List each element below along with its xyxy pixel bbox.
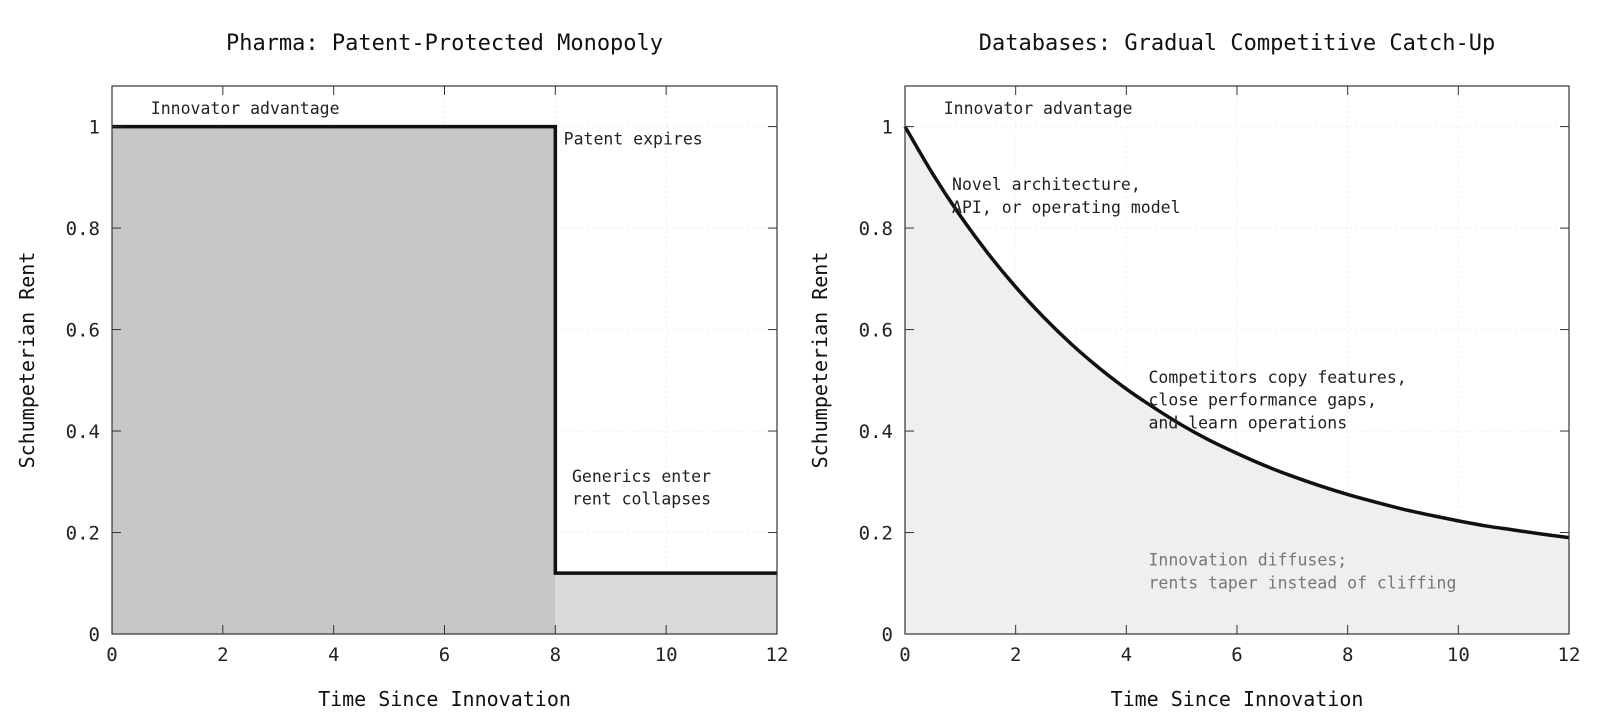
y-tick-label: 0.8 xyxy=(66,218,100,240)
x-axis-label: Time Since Innovation xyxy=(1111,687,1364,711)
annotation-text: rent collapses xyxy=(572,490,711,509)
annotation-text: rents taper instead of cliffing xyxy=(1148,573,1456,592)
y-tick-label: 0.6 xyxy=(66,320,100,342)
x-tick-label: 6 xyxy=(439,644,450,666)
annotation-text: Patent expires xyxy=(564,129,703,148)
annotation-text: API, or operating model xyxy=(952,198,1180,217)
annotation-text: Innovator advantage xyxy=(151,99,340,118)
y-tick-label: 0.2 xyxy=(859,523,893,545)
series-line xyxy=(112,124,777,575)
y-tick-label: 0.4 xyxy=(66,421,100,443)
chart-panel-2: Databases: Gradual Competitive Catch-Up 0… xyxy=(808,31,1580,711)
annotation-text: Innovation diffuses; xyxy=(1148,551,1347,570)
y-tick-label: 0 xyxy=(882,624,893,646)
x-tick-label: 4 xyxy=(1121,644,1132,666)
x-tick-label: 2 xyxy=(217,644,228,666)
y-tick-label: 0.2 xyxy=(66,523,100,545)
area-fill-2 xyxy=(555,573,777,634)
annotation-text: Generics enter xyxy=(572,467,711,486)
y-tick-label: 1 xyxy=(882,117,893,139)
series-line xyxy=(903,125,1570,540)
y-tick-label: 0 xyxy=(89,624,100,646)
y-axis-label: Schumpeterian Rent xyxy=(808,252,832,469)
x-tick-label: 6 xyxy=(1231,644,1242,666)
y-tick-label: 0.4 xyxy=(859,421,893,443)
chart-title: Pharma: Patent-Protected Monopoly xyxy=(226,31,663,56)
annotation-text: Competitors copy features, xyxy=(1148,368,1406,387)
x-tick-label: 8 xyxy=(550,644,561,666)
y-tick-label: 0.8 xyxy=(859,218,893,240)
x-tick-label: 12 xyxy=(1558,644,1581,666)
y-axis-label: Schumpeterian Rent xyxy=(15,252,39,469)
x-tick-label: 10 xyxy=(655,644,678,666)
area-fill-1 xyxy=(112,126,556,634)
y-tick-label: 1 xyxy=(89,117,100,139)
annotation-text: Innovator advantage xyxy=(944,99,1133,118)
x-tick-label: 0 xyxy=(899,644,910,666)
annotation-text: and learn operations xyxy=(1148,414,1347,433)
x-tick-label: 8 xyxy=(1342,644,1353,666)
x-tick-label: 0 xyxy=(106,644,117,666)
x-axis-label: Time Since Innovation xyxy=(318,687,571,711)
area-fill xyxy=(905,126,1569,634)
chart-title: Databases: Gradual Competitive Catch-Up xyxy=(979,31,1496,56)
x-tick-label: 12 xyxy=(766,644,789,666)
x-tick-label: 10 xyxy=(1447,644,1470,666)
annotation-text: Novel architecture, xyxy=(952,175,1141,194)
y-tick-label: 0.6 xyxy=(859,320,893,342)
x-tick-label: 4 xyxy=(328,644,339,666)
x-tick-label: 2 xyxy=(1010,644,1021,666)
annotation-text: close performance gaps, xyxy=(1148,391,1376,410)
